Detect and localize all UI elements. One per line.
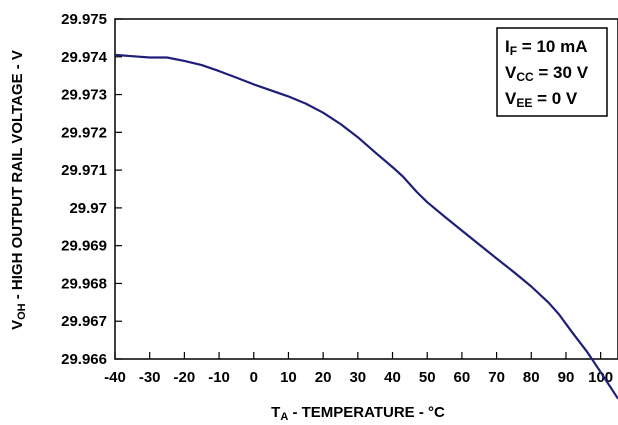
x-tick-label: 10 bbox=[280, 369, 297, 386]
series-layer bbox=[114, 53, 618, 400]
y-tick-label: 29.972 bbox=[61, 124, 107, 141]
plot-area bbox=[114, 18, 618, 360]
x-tick-label: -40 bbox=[104, 369, 126, 386]
y-tick-label: 29.971 bbox=[61, 162, 107, 179]
x-tick-label: 90 bbox=[558, 369, 575, 386]
x-tick-label: 80 bbox=[523, 369, 540, 386]
x-tick-label: -20 bbox=[174, 369, 196, 386]
y-tick-label: 29.975 bbox=[61, 11, 107, 28]
x-tick-label: 70 bbox=[488, 369, 505, 386]
legend-box: IF = 10 mA VCC = 30 V VEE = 0 V bbox=[496, 27, 608, 117]
plot-frame bbox=[114, 18, 618, 360]
legend-frame bbox=[496, 27, 608, 117]
y-tick-label: 29.97 bbox=[69, 200, 107, 217]
legend-line-if: IF = 10 mA bbox=[505, 37, 587, 58]
y-tick-label: 29.969 bbox=[61, 238, 107, 255]
legend-line-vee: VEE = 0 V bbox=[505, 89, 578, 110]
y-axis: 29.966 29.967 29.968 29.969 29.97 29.971 29.97… bbox=[61, 11, 122, 368]
x-axis: -40 -30 -20 -10 0 10 20 30 40 50 60 70 80 90 100 bbox=[104, 352, 613, 386]
series-line bbox=[114, 53, 618, 400]
x-axis-label: TA - TEMPERATURE - °C bbox=[271, 404, 445, 423]
y-axis-label: VOH - HIGH OUTPUT RAIL VOLTAGE - V bbox=[9, 50, 28, 330]
y-tick-label: 29.967 bbox=[61, 313, 107, 330]
x-tick-label: -10 bbox=[208, 369, 230, 386]
y-tick-label: 29.968 bbox=[61, 275, 107, 292]
x-tick-label: 60 bbox=[454, 369, 471, 386]
y-tick-label: 29.966 bbox=[61, 351, 107, 368]
x-tick-label: 40 bbox=[384, 369, 401, 386]
x-tick-label: 30 bbox=[349, 369, 366, 386]
y-tick-label: 29.974 bbox=[61, 49, 108, 66]
legend-line-vcc: VCC = 30 V bbox=[505, 63, 589, 84]
x-tick-label: -30 bbox=[139, 369, 161, 386]
y-tick-label: 29.973 bbox=[61, 87, 107, 104]
x-tick-label: 20 bbox=[315, 369, 332, 386]
x-tick-label: 0 bbox=[250, 369, 258, 386]
x-tick-label: 50 bbox=[419, 369, 436, 386]
